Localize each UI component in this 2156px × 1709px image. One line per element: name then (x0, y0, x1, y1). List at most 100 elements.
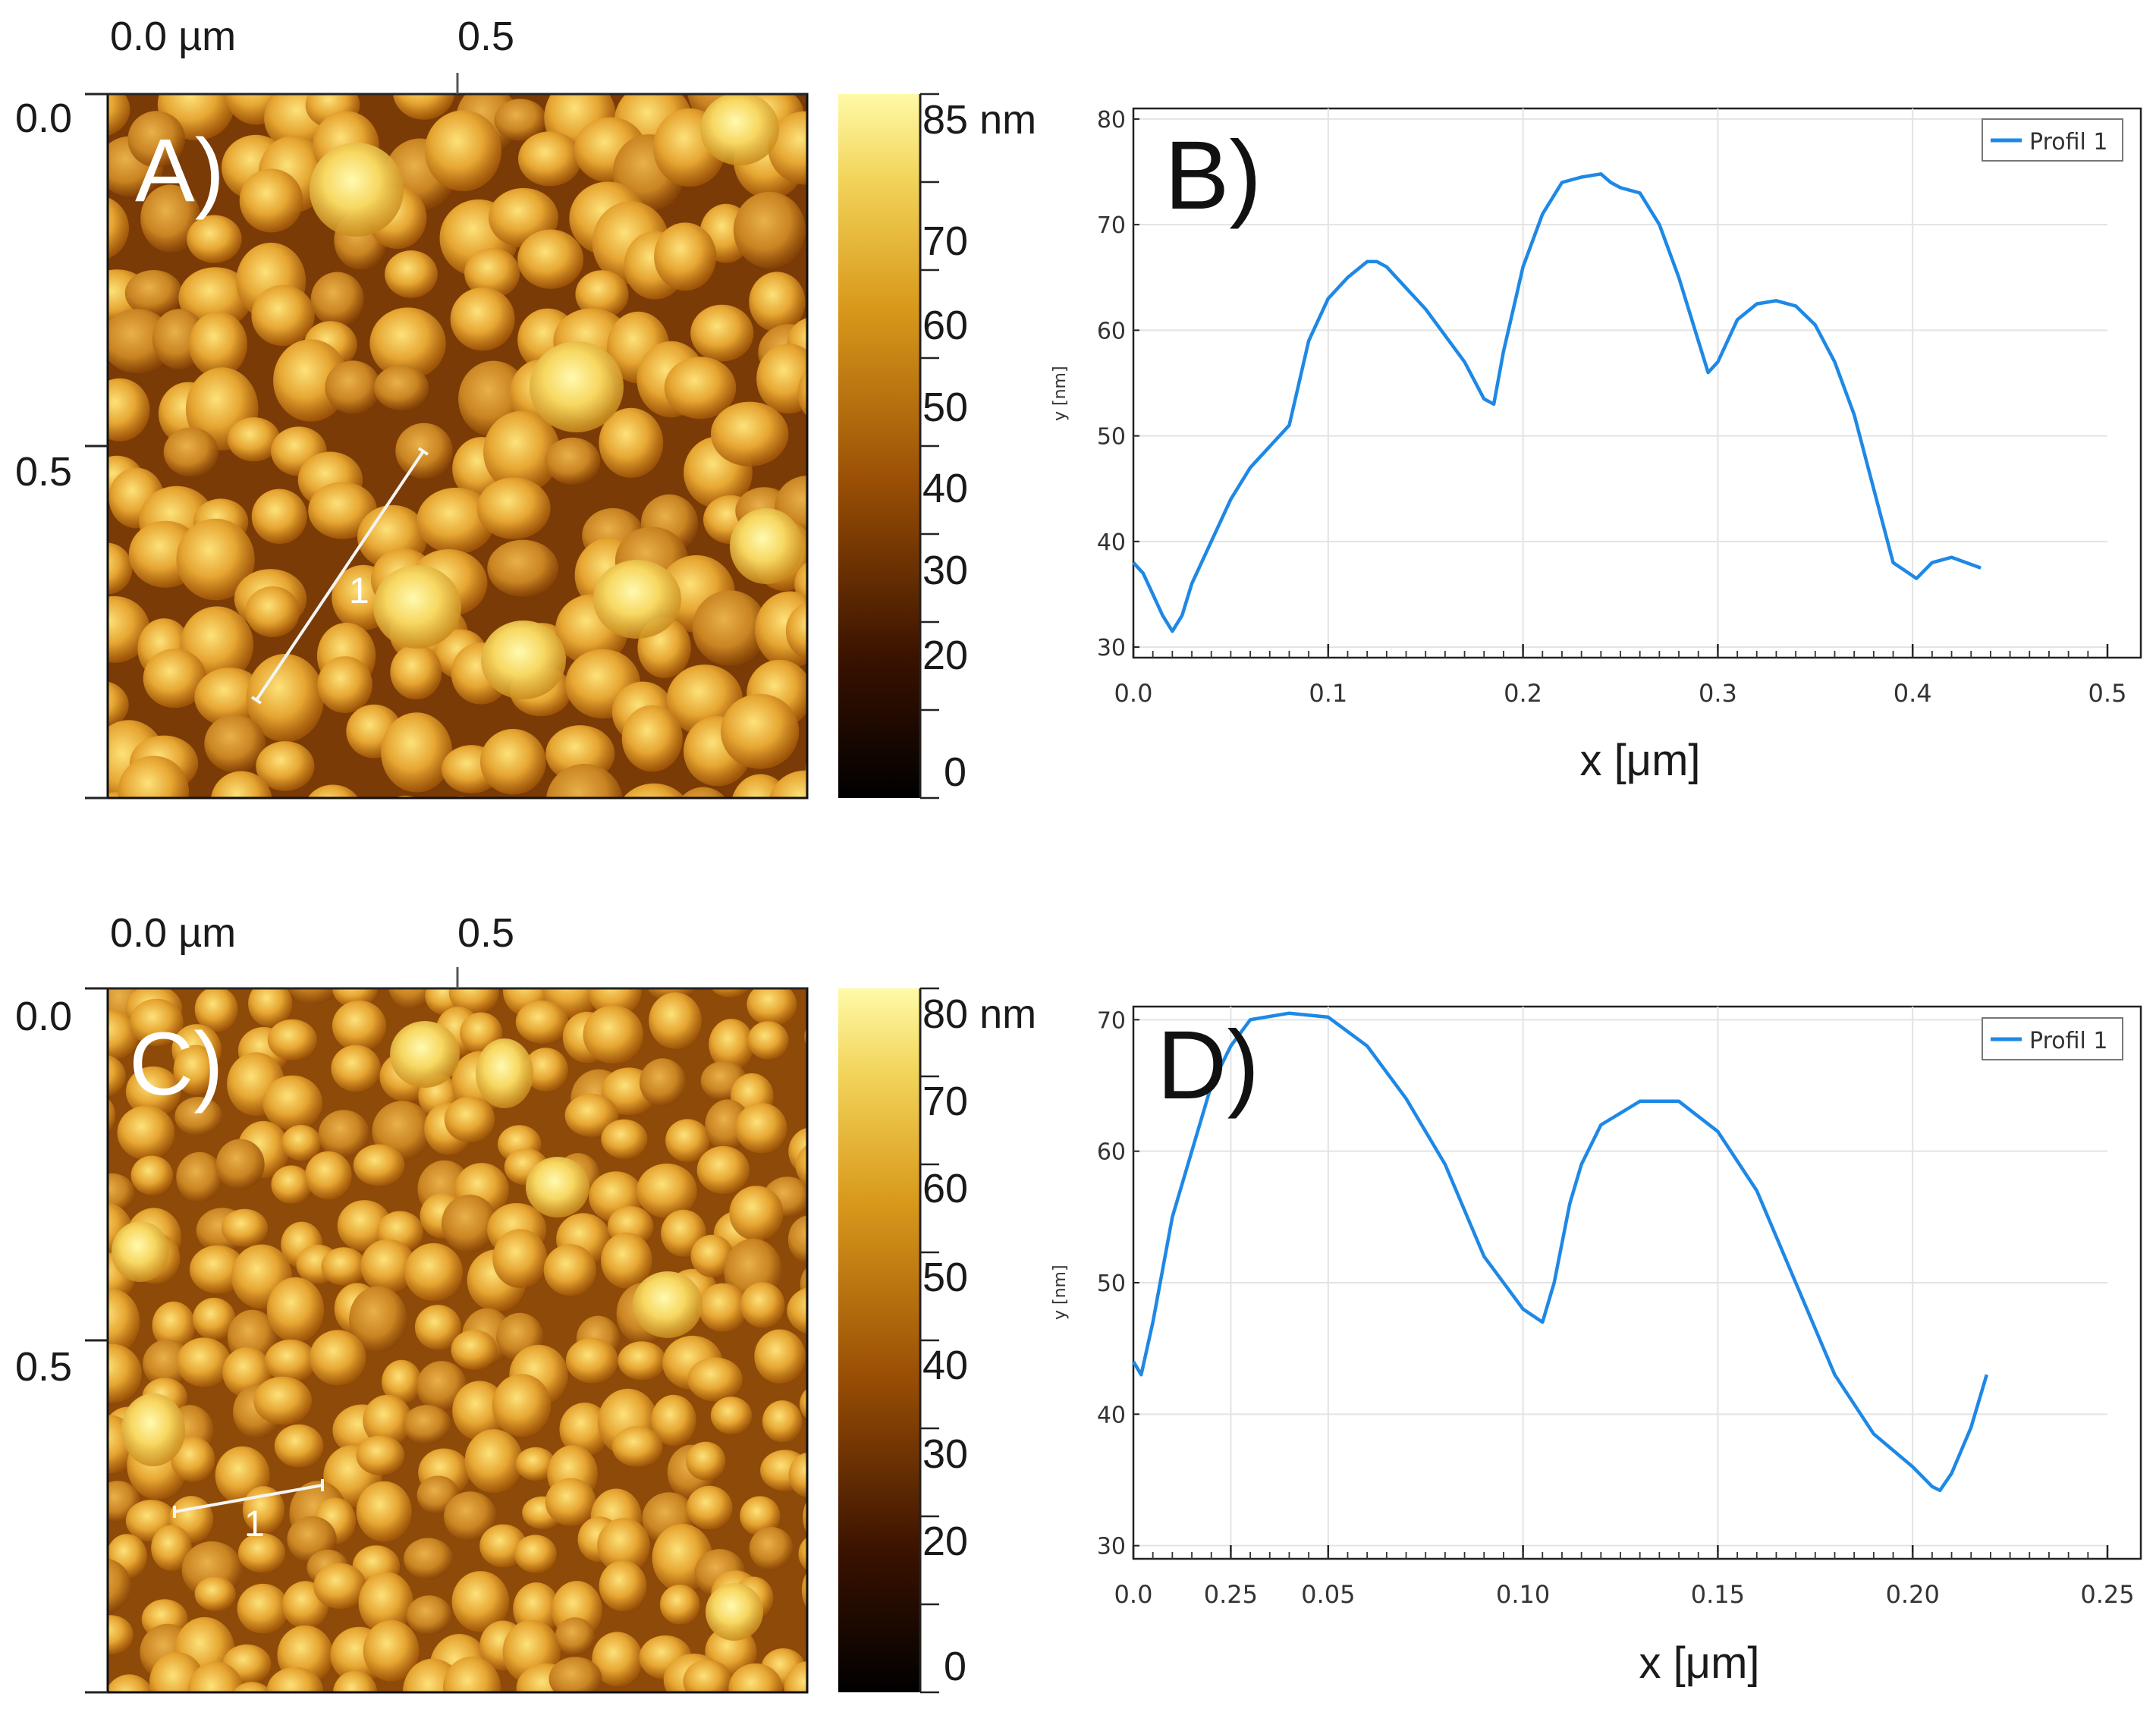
afm-grain (452, 1381, 508, 1440)
afm-grain (690, 304, 754, 362)
afm-grain (696, 1145, 750, 1194)
afm-grain (366, 1692, 416, 1709)
afm-grain (253, 1376, 312, 1425)
afm-grain (729, 1186, 784, 1241)
afm-grain (349, 1286, 407, 1353)
afm-grain (692, 590, 767, 666)
colorbar-max-label: 85 nm (922, 97, 1036, 143)
x-tick-label: 0.2 (1504, 679, 1542, 708)
afm-grain (118, 756, 190, 798)
afm-grain (288, 988, 341, 1005)
afm-grain (464, 248, 520, 298)
afm-grain-bright (476, 1038, 533, 1108)
panel-label: B) (1164, 121, 1262, 230)
afm-grain (476, 477, 551, 539)
panel-label: A) (135, 121, 225, 221)
afm-grain-bright (373, 565, 461, 649)
afm-grain (130, 1155, 174, 1195)
afm-grain (709, 1019, 754, 1070)
afm-grain (176, 518, 255, 601)
x-tick-label: 0.5 (457, 14, 514, 59)
afm-grain (721, 693, 800, 769)
afm-grain (798, 1537, 807, 1571)
afm-grain-layer (108, 94, 807, 865)
x-axis: 0.0 0.1 0.2 0.3 0.4 0.5 (1114, 644, 2126, 708)
afm-grain (307, 784, 359, 798)
afm-grain (543, 1244, 597, 1296)
afm-grain (698, 1283, 747, 1332)
colorbar-max-label: 80 nm (922, 991, 1036, 1037)
afm-grain (353, 1144, 405, 1186)
x-tick-label: 0.5 (457, 910, 514, 956)
colorbar-tick-label: 30 (922, 1431, 968, 1477)
afm-grain (651, 1394, 696, 1446)
afm-grain (515, 1001, 569, 1044)
afm-grain (125, 1066, 181, 1117)
afm-grain (611, 1426, 663, 1467)
colorbar-tick-label: 40 (922, 466, 968, 511)
x-axis: 0.0 0.25 0.05 0.10 0.15 0.20 0.25 (1114, 1545, 2135, 1609)
afm-grain (173, 1045, 218, 1095)
afm-grain (711, 988, 749, 997)
afm-grain (108, 94, 130, 137)
afm-grain (108, 1615, 134, 1654)
afm-grain (266, 1667, 323, 1692)
afm-grain (151, 1525, 192, 1571)
colorbar-tick-label: 0 (944, 749, 966, 795)
afm-grain (267, 1019, 317, 1060)
afm-grain (318, 1110, 369, 1158)
afm-grain (178, 267, 253, 328)
x-tick-label: 0.1 (1309, 679, 1347, 708)
x-tick-label: 0.3 (1699, 679, 1737, 708)
afm-grain (130, 998, 184, 1046)
afm-grain (517, 229, 584, 289)
colorbar-tick-label: 70 (922, 1079, 968, 1124)
afm-grain-bright (121, 1393, 185, 1466)
afm-grain (442, 1656, 501, 1692)
afm-grain (555, 1617, 596, 1656)
afm-grain (687, 1357, 743, 1402)
afm-grain (272, 808, 338, 865)
afm-grain (176, 1151, 223, 1203)
afm-grain (769, 770, 807, 798)
panel-b-line-profile: 0.0 0.1 0.2 0.3 0.4 0.5 30 40 50 60 70 80 B) Profi… (1051, 107, 2142, 785)
afm-grain (640, 1058, 687, 1107)
afm-grain (117, 1105, 175, 1160)
series-line-profil-1 (1132, 172, 1982, 633)
afm-grain (735, 1102, 787, 1154)
afm-grain (248, 988, 293, 1027)
afm-grain (746, 988, 797, 1026)
afm-grain (686, 1441, 726, 1481)
afm-grain-bright (700, 94, 779, 165)
y-tick-label: 40 (1097, 1402, 1126, 1428)
afm-grain (518, 131, 582, 187)
profile-line-label: 1 (349, 571, 369, 611)
y-axis-label: y [nm] (1051, 1264, 1070, 1320)
afm-grain (680, 787, 726, 798)
afm-grain (108, 1098, 116, 1132)
y-tick-label: 0.0 (15, 96, 72, 141)
afm-grain (545, 764, 623, 798)
afm-grain (262, 1075, 322, 1130)
afm-grain (108, 542, 133, 595)
afm-grain (108, 1343, 142, 1403)
afm-grain (756, 344, 807, 414)
grid (1133, 108, 2107, 658)
afm-grain (187, 1661, 244, 1692)
afm-grain (363, 1619, 420, 1682)
x-tick-label: 0.05 (1301, 1580, 1355, 1609)
afm-grain (754, 1329, 806, 1384)
afm-grain (281, 1125, 322, 1161)
afm-grain (310, 1330, 366, 1386)
afm-grain-layer (108, 988, 807, 1709)
afm-grain (785, 602, 807, 660)
y-tick-label: 30 (1097, 1534, 1126, 1560)
afm-grain (204, 715, 266, 773)
afm-grain (416, 1361, 467, 1412)
profile-line (174, 1484, 323, 1513)
afm-grain (548, 1657, 602, 1692)
afm-grain (187, 215, 242, 263)
afm-grain (108, 1054, 126, 1097)
afm-grain (194, 988, 238, 1032)
x-tick-label: 0.0 µm (110, 14, 236, 59)
